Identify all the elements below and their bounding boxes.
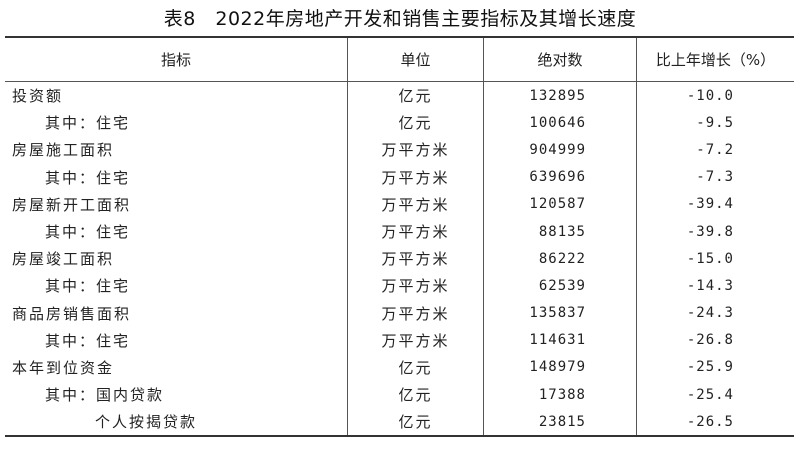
indicator-cell: 商品房销售面积 [12,304,132,323]
value-cell: 120587 [483,190,637,218]
table-row: 投资额 亿元 132895 -10.0 [5,81,794,110]
unit-cell: 亿元 [347,381,484,409]
value-cell: 148979 [483,353,637,382]
growth-cell: -26.5 [636,408,794,437]
unit-cell: 万平方米 [347,299,484,327]
unit-cell: 万平方米 [347,190,484,218]
header-unit: 单位 [347,37,484,82]
table-row: 其中：国内贷款 亿元 17388 -25.4 [5,381,794,409]
table-row: 其中：住宅 万平方米 62539 -14.3 [5,272,794,300]
growth-cell: -7.3 [636,163,794,191]
unit-cell: 亿元 [347,353,484,382]
indicator-cell: 其中：住宅 [45,277,131,296]
indicator-cell: 房屋施工面积 [12,141,115,160]
table-title: 表8 2022年房地产开发和销售主要指标及其增长速度 [163,8,637,30]
value-cell: 114631 [483,326,637,354]
table-row: 房屋竣工面积 万平方米 86222 -15.0 [5,245,794,273]
growth-cell: -9.5 [636,109,794,137]
unit-cell: 万平方米 [347,245,484,273]
indicator-cell: 其中：住宅 [45,223,131,242]
table-row: 房屋施工面积 万平方米 904999 -7.2 [5,136,794,164]
indicator-cell: 个人按揭贷款 [95,413,198,432]
growth-cell: -39.4 [636,190,794,218]
table-row: 房屋新开工面积 万平方米 120587 -39.4 [5,190,794,218]
value-cell: 135837 [483,299,637,327]
unit-cell: 万平方米 [347,136,484,164]
table-row: 其中：住宅 万平方米 639696 -7.3 [5,163,794,191]
growth-cell: -14.3 [636,272,794,300]
growth-cell: -24.3 [636,299,794,327]
indicator-cell: 其中：住宅 [45,114,131,133]
growth-cell: -25.9 [636,353,794,382]
indicator-cell: 投资额 [12,87,64,106]
header-growth: 比上年增长（%） [636,37,794,82]
value-cell: 100646 [483,109,637,137]
growth-cell: -15.0 [636,245,794,273]
unit-cell: 亿元 [347,109,484,137]
value-cell: 86222 [483,245,637,273]
growth-cell: -7.2 [636,136,794,164]
value-cell: 23815 [483,408,637,437]
unit-cell: 万平方米 [347,163,484,191]
table-row: 其中：住宅 万平方米 114631 -26.8 [5,326,794,354]
indicator-cell: 房屋新开工面积 [12,195,132,214]
table-row: 个人按揭贷款 亿元 23815 -26.5 [5,408,794,437]
header-value: 绝对数 [483,37,637,82]
value-cell: 62539 [483,272,637,300]
indicator-cell: 其中：国内贷款 [45,386,165,405]
value-cell: 639696 [483,163,637,191]
value-cell: 132895 [483,81,637,110]
indicator-cell: 其中：住宅 [45,331,131,350]
growth-cell: -25.4 [636,381,794,409]
growth-cell: -10.0 [636,81,794,110]
indicator-cell: 其中：住宅 [45,168,131,187]
unit-cell: 万平方米 [347,272,484,300]
unit-cell: 万平方米 [347,326,484,354]
header-indicator: 指标 [5,37,348,82]
table-row: 商品房销售面积 万平方米 135837 -24.3 [5,299,794,327]
indicator-cell: 房屋竣工面积 [12,250,115,269]
unit-cell: 万平方米 [347,217,484,246]
unit-cell: 亿元 [347,81,484,110]
growth-cell: -26.8 [636,326,794,354]
indicator-cell: 本年到位资金 [12,358,115,377]
table-row: 其中：住宅 万平方米 88135 -39.8 [5,217,794,246]
unit-cell: 亿元 [347,408,484,437]
table-row: 其中：住宅 亿元 100646 -9.5 [5,109,794,137]
table-row: 本年到位资金 亿元 148979 -25.9 [5,353,794,382]
value-cell: 88135 [483,217,637,246]
header-row: 指标 单位 绝对数 比上年增长（%） [5,37,794,82]
growth-cell: -39.8 [636,217,794,246]
value-cell: 17388 [483,381,637,409]
data-table: 指标 单位 绝对数 比上年增长（%） 投资额 亿元 132895 -10.0 其中：住宅… [5,36,794,438]
value-cell: 904999 [483,136,637,164]
